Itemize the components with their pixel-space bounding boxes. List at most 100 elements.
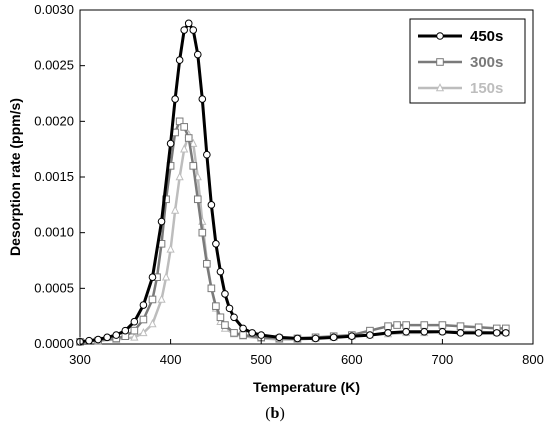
data-point — [148, 273, 157, 282]
data-point — [157, 217, 166, 226]
legend-swatch-marker — [436, 32, 444, 40]
series-line — [79, 133, 506, 344]
x-tick-label: 600 — [341, 352, 363, 367]
data-point — [275, 333, 284, 342]
data-point — [180, 26, 188, 34]
x-axis-title: Temperature (K) — [253, 379, 360, 395]
data-point — [203, 150, 211, 159]
data-point — [139, 315, 148, 324]
data-point — [171, 205, 180, 214]
data-point — [248, 329, 256, 337]
data-point — [148, 295, 157, 304]
legend-label: 300s — [470, 54, 503, 71]
y-tick-label: 0.0020 — [34, 113, 74, 128]
data-point — [438, 327, 447, 336]
data-point — [203, 260, 211, 268]
data-point — [175, 172, 184, 181]
data-point — [161, 272, 171, 281]
data-point — [456, 329, 465, 337]
legend-label: 150s — [470, 80, 503, 97]
data-point — [103, 333, 111, 342]
data-point — [311, 334, 320, 343]
figure-caption: (b) — [265, 405, 285, 422]
x-tick-label: 400 — [160, 352, 182, 367]
data-point — [180, 123, 188, 131]
legend: 450s 300s 150s — [409, 18, 526, 104]
x-tick-label: 800 — [522, 352, 544, 367]
data-point — [139, 301, 148, 309]
y-tick-label: 0.0005 — [34, 280, 74, 295]
data-point — [148, 319, 157, 328]
data-point — [216, 313, 225, 322]
series-group — [75, 19, 510, 346]
data-point — [420, 321, 429, 329]
legend-item-150s: 150s — [418, 80, 503, 97]
data-point — [502, 329, 510, 337]
data-point — [130, 317, 139, 326]
data-point — [207, 284, 216, 293]
series-150s — [75, 129, 510, 346]
data-point — [175, 117, 184, 126]
data-point — [198, 228, 207, 237]
data-point — [420, 327, 429, 336]
data-point — [438, 321, 447, 329]
data-point — [230, 329, 238, 337]
data-point — [184, 134, 193, 142]
x-tick-label: 500 — [250, 352, 272, 367]
data-point — [384, 329, 392, 337]
y-tick-label: 0.0030 — [34, 2, 74, 17]
legend-item-300s: 300s — [418, 54, 503, 71]
legend-label: 450s — [470, 28, 503, 45]
data-point — [393, 321, 401, 329]
data-point — [221, 321, 229, 329]
y-tick-label: 0.0010 — [34, 225, 74, 240]
data-point — [189, 138, 198, 147]
data-point — [239, 331, 247, 339]
data-point — [348, 332, 356, 341]
data-point — [139, 327, 148, 337]
data-point — [216, 267, 225, 276]
data-point — [193, 50, 202, 59]
data-point — [230, 313, 238, 322]
series-450s — [76, 19, 510, 346]
data-point — [456, 322, 465, 330]
y-axis-title: Desorption rate (ppm/s) — [7, 98, 23, 256]
data-point — [492, 329, 501, 337]
data-point — [329, 333, 338, 342]
data-point — [366, 331, 374, 339]
data-point — [189, 26, 198, 34]
caption-letter: b — [270, 405, 280, 422]
data-point — [157, 294, 166, 303]
data-point — [225, 304, 234, 313]
data-point — [474, 329, 483, 337]
axis-ticks: 300 400 500 600 700 800 0.0000 0.0005 0.0010 0.00… — [34, 2, 544, 367]
data-point — [239, 324, 247, 333]
x-tick-label: 700 — [432, 352, 454, 367]
data-point — [221, 290, 229, 298]
y-tick-label: 0.0015 — [34, 169, 74, 184]
data-point — [402, 327, 410, 336]
data-point — [207, 201, 216, 209]
data-point — [166, 139, 175, 148]
data-point — [180, 144, 189, 153]
data-point — [198, 95, 207, 103]
data-point — [112, 331, 121, 339]
legend-swatch-marker — [435, 83, 445, 92]
data-point — [85, 336, 93, 345]
legend-item-450s: 450s — [418, 28, 503, 45]
data-point — [171, 95, 179, 103]
data-point — [212, 240, 220, 248]
data-point — [184, 19, 193, 28]
legend-swatch-marker — [436, 58, 444, 66]
data-point — [193, 195, 202, 204]
data-point — [175, 56, 184, 64]
data-point — [94, 335, 102, 344]
x-tick-label: 300 — [69, 352, 91, 367]
data-point — [212, 302, 220, 310]
data-point — [384, 322, 392, 330]
data-point — [189, 162, 198, 170]
data-point — [121, 326, 130, 335]
y-tick-label: 0.0025 — [34, 58, 74, 73]
data-point — [257, 331, 266, 339]
